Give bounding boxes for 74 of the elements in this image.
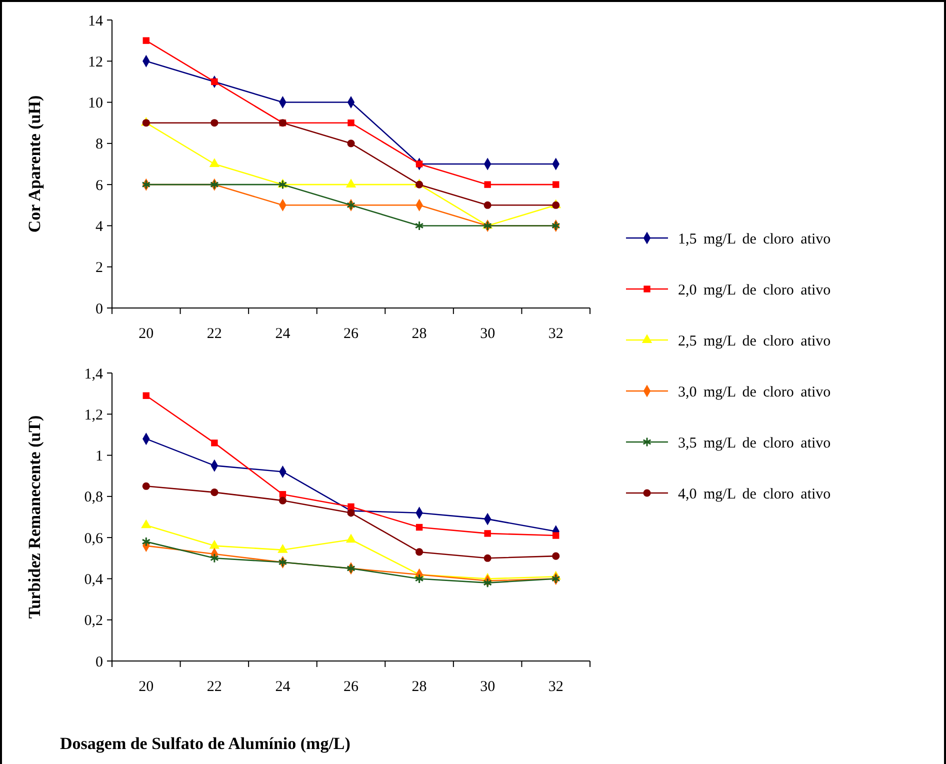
point (414, 220, 424, 231)
point (211, 78, 218, 86)
point (142, 482, 150, 490)
point (346, 534, 356, 543)
point (210, 488, 218, 496)
y-tick-label: 14 (88, 13, 104, 30)
y-tick-label: 6 (96, 178, 104, 194)
x-tick-label: 20 (138, 679, 154, 695)
point (279, 491, 286, 498)
y-tick-label: 8 (96, 136, 103, 153)
point (347, 509, 355, 517)
point (210, 119, 218, 127)
legend-label: 4,0 mg/L de cloro ativo (678, 486, 831, 502)
point (210, 553, 219, 564)
legend-label: 3,0 mg/L de cloro ativo (678, 384, 831, 400)
x-axis-title: Dosagem de Sulfato de Alumínio (mg/L) (60, 734, 350, 753)
point (416, 524, 423, 531)
x-tick-label: 22 (206, 326, 222, 342)
x-tick-label: 26 (344, 679, 359, 695)
point (348, 503, 354, 510)
y-axis-title: Cor Aparente (uH) (25, 95, 44, 233)
point (484, 530, 491, 537)
point (142, 392, 150, 399)
point (347, 140, 355, 148)
point (348, 120, 354, 126)
y-tick-label: 1,4 (84, 366, 104, 382)
x-tick-label: 22 (206, 679, 222, 695)
x-tick-label: 24 (275, 326, 291, 342)
y-tick-label: 1,2 (84, 407, 103, 424)
y-axis-title: Turbidez Remanecente (uT) (25, 415, 44, 619)
point (142, 536, 151, 547)
point (209, 540, 220, 549)
point (484, 554, 492, 562)
x-tick-label: 28 (412, 326, 427, 342)
point (484, 201, 492, 209)
x-tick-label: 30 (480, 326, 496, 342)
x-tick-label: 32 (548, 326, 564, 342)
point (346, 178, 356, 188)
y-tick-label: 4 (96, 218, 104, 235)
point (414, 574, 424, 584)
legend-label: 2,5 mg/L de cloro ativo (678, 333, 831, 350)
x-tick-label: 30 (480, 679, 496, 695)
legend-label: 2,0 mg/L de cloro ativo (678, 282, 831, 298)
point (211, 440, 218, 446)
y-tick-label: 0 (96, 654, 103, 670)
x-tick-label: 28 (412, 679, 427, 695)
legend-label: 3,5 mg/L de cloro ativo (678, 435, 831, 452)
legend-label: 1,5 mg/L de cloro ativo (678, 231, 831, 248)
x-tick-label: 20 (138, 326, 154, 342)
point (141, 519, 152, 528)
point (483, 578, 492, 588)
x-tick-label: 26 (344, 326, 359, 342)
point (552, 181, 560, 188)
point (416, 160, 423, 168)
point (209, 158, 220, 167)
point (484, 181, 491, 188)
point (416, 548, 424, 556)
point (278, 544, 288, 553)
y-tick-label: 0,6 (84, 530, 104, 547)
y-tick-label: 0,8 (84, 490, 103, 506)
y-tick-label: 10 (88, 96, 103, 112)
point (552, 532, 560, 539)
y-tick-label: 0,2 (84, 613, 103, 630)
y-tick-label: 0,4 (84, 572, 104, 588)
point (278, 496, 286, 504)
x-tick-label: 24 (275, 679, 291, 695)
point (142, 37, 150, 44)
y-tick-label: 12 (88, 54, 103, 70)
point (552, 552, 560, 560)
y-tick-label: 2 (96, 260, 103, 276)
y-tick-label: 1 (96, 448, 103, 465)
x-tick-label: 32 (548, 679, 564, 695)
y-tick-label: 0 (96, 301, 103, 318)
point (142, 119, 150, 127)
